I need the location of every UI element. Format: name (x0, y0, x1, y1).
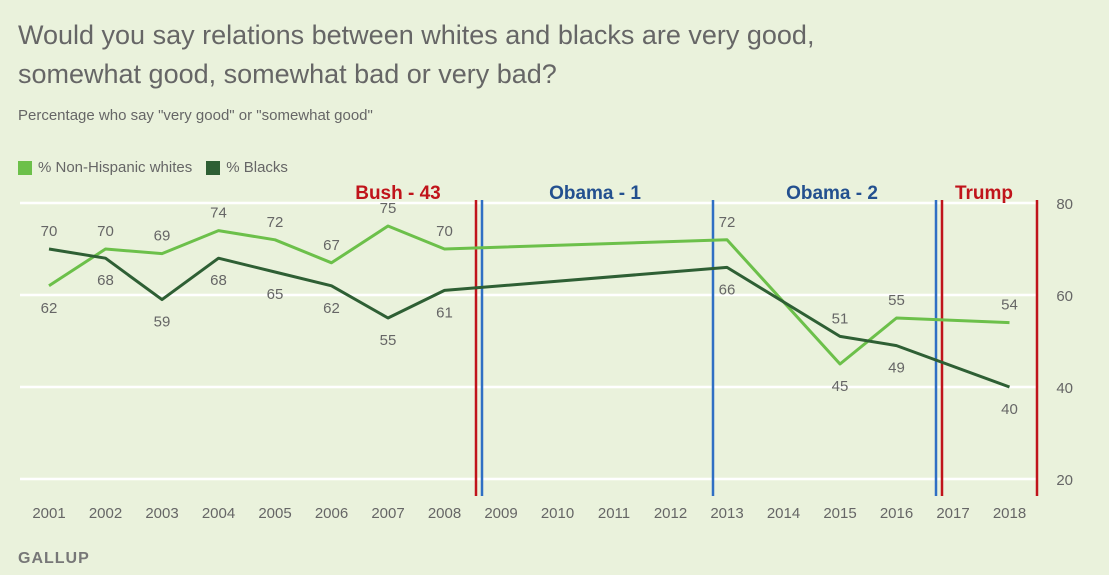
era-label-trump: Trump (955, 183, 1013, 204)
legend-label-whites: % Non-Hispanic whites (38, 159, 193, 176)
data-label-whites: 45 (832, 378, 849, 395)
series-line-blacks (48, 247, 1011, 389)
x-tick-label: 2016 (880, 505, 913, 522)
x-tick-label: 2011 (598, 505, 630, 522)
y-tick-label: 80 (1056, 196, 1073, 213)
x-tick-label: 2012 (654, 505, 687, 522)
data-label-whites: 74 (210, 205, 227, 222)
data-label-whites: 70 (97, 223, 114, 240)
data-label-blacks: 59 (154, 314, 171, 331)
data-label-blacks: 40 (1001, 401, 1018, 418)
data-label-whites: 72 (267, 214, 284, 231)
y-tick-label: 40 (1056, 380, 1073, 397)
x-tick-label: 2007 (371, 505, 404, 522)
y-tick-label: 60 (1056, 288, 1073, 305)
data-label-blacks: 68 (210, 272, 227, 289)
x-tick-label: 2008 (428, 505, 461, 522)
era-label-obama-2: Obama - 2 (786, 183, 878, 204)
data-label-whites: 69 (154, 228, 171, 245)
data-label-whites: 62 (41, 300, 58, 317)
x-tick-label: 2017 (936, 505, 969, 522)
data-label-blacks: 66 (719, 281, 736, 298)
legend-swatch-blacks (206, 160, 221, 175)
series-line-whites (48, 224, 1010, 366)
x-tick-label: 2001 (32, 505, 65, 522)
data-label-blacks: 65 (267, 286, 284, 303)
x-tick-label: 2013 (710, 505, 743, 522)
data-label-whites: 70 (436, 223, 453, 240)
data-label-blacks: 55 (380, 332, 397, 349)
data-label-blacks: 70 (41, 223, 58, 240)
data-label-whites: 72 (719, 214, 736, 231)
data-label-blacks: 68 (97, 272, 114, 289)
data-label-whites: 55 (888, 292, 905, 309)
legend: % Non-Hispanic whites % Blacks (18, 159, 302, 176)
legend-label-blacks: % Blacks (226, 159, 288, 176)
x-tick-label: 2018 (993, 505, 1026, 522)
era-label-bush-43: Bush - 43 (355, 183, 441, 204)
legend-item-whites: % Non-Hispanic whites (18, 159, 192, 176)
x-tick-label: 2010 (541, 505, 574, 522)
y-tick-label: 20 (1056, 472, 1073, 489)
data-label-blacks: 62 (323, 300, 340, 317)
x-tick-label: 2005 (258, 505, 291, 522)
data-label-whites: 75 (380, 200, 397, 217)
data-label-blacks: 49 (888, 360, 905, 377)
x-tick-label: 2015 (823, 505, 856, 522)
x-tick-label: 2006 (315, 505, 348, 522)
source-label: GALLUP (18, 550, 90, 567)
legend-swatch-whites (18, 160, 32, 175)
chart-subtitle: Percentage who say "very good" or "somew… (18, 107, 373, 124)
data-label-blacks: 61 (436, 304, 453, 321)
x-tick-label: 2003 (145, 505, 178, 522)
data-label-blacks: 51 (832, 310, 849, 327)
chart-title: Would you say relations between whites a… (18, 20, 815, 89)
x-tick-label: 2002 (89, 505, 122, 522)
data-label-whites: 54 (1001, 297, 1018, 314)
x-tick-label: 2009 (484, 505, 517, 522)
x-tick-label: 2004 (202, 505, 235, 522)
legend-item-blacks: % Blacks (206, 159, 288, 176)
data-label-whites: 67 (323, 237, 340, 254)
era-label-obama-1: Obama - 1 (549, 183, 641, 204)
x-tick-label: 2014 (767, 505, 800, 522)
